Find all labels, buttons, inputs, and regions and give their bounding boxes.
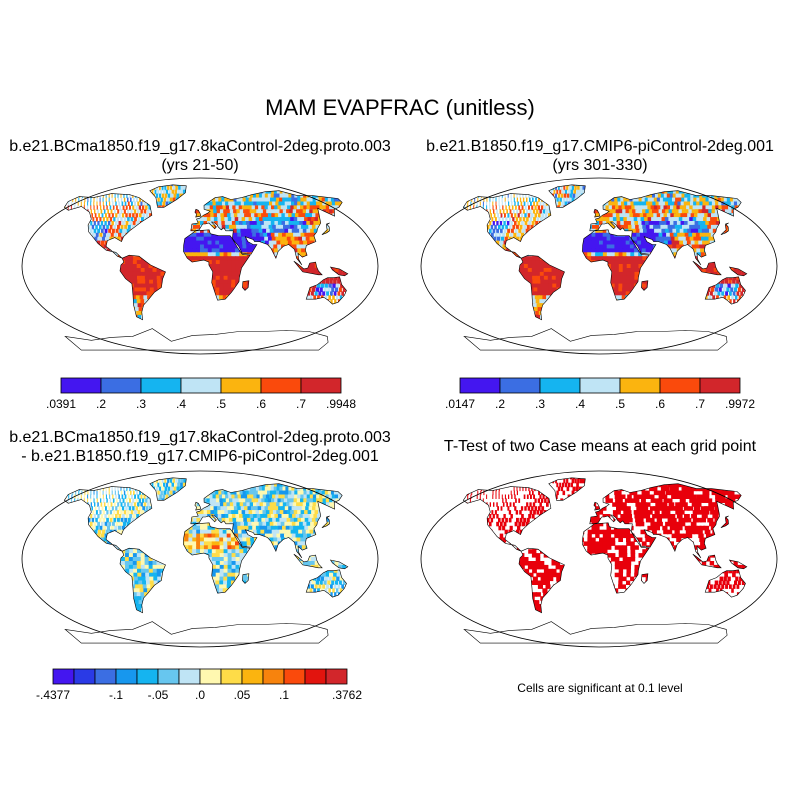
- colorbar-swatch: [499, 377, 541, 394]
- colorbar-swatch: [579, 377, 621, 394]
- colorbar-label: .7: [295, 397, 307, 411]
- colorbar-label: .4: [574, 397, 586, 411]
- panel-title-line2: (yrs 21-50): [161, 157, 239, 174]
- colorbar-swatch: [136, 668, 159, 685]
- colorbar-swatch: [100, 377, 142, 394]
- colorbar-swatch: [178, 668, 201, 685]
- map-bottom-right: [420, 470, 778, 648]
- panel-title-top-left: b.e21.BCma1850.f19_g17.8kaControl-2deg.p…: [0, 137, 400, 175]
- colorbar-label: .2: [494, 397, 506, 411]
- significance-note: Cells are significant at 0.1 level: [517, 681, 683, 695]
- colorbar-swatch: [52, 668, 75, 685]
- map-top-left: [21, 177, 379, 355]
- colorbar-swatch: [60, 377, 102, 394]
- colorbar-labels-top-right: .0147 .2 .3 .4 .5 .6 .7 .9972: [445, 397, 755, 413]
- colorbar-swatch: [94, 668, 117, 685]
- colorbar-swatch: [262, 668, 285, 685]
- colorbar-swatch: [325, 668, 348, 685]
- colorbar-swatch: [300, 377, 342, 394]
- colorbar-label: .6: [255, 397, 267, 411]
- colorbar-label: .2: [95, 397, 107, 411]
- panel-title-bottom-left: b.e21.BCma1850.f19_g17.8kaControl-2deg.p…: [0, 428, 400, 466]
- colorbar-label: .7: [694, 397, 706, 411]
- colorbar-swatch: [539, 377, 581, 394]
- colorbar-label: .3: [534, 397, 546, 411]
- panel-title-line1: b.e21.BCma1850.f19_g17.8kaControl-2deg.p…: [9, 429, 391, 446]
- colorbar-swatch: [699, 377, 741, 394]
- panel-title-line1: b.e21.B1850.f19_g17.CMIP6-piControl-2deg…: [426, 138, 774, 155]
- colorbar-label: .0391: [45, 397, 77, 411]
- colorbar-label: -.1: [108, 688, 124, 702]
- colorbar-swatch: [220, 668, 243, 685]
- colorbar-label: .1: [278, 688, 290, 702]
- colorbar-label: .5: [215, 397, 227, 411]
- panel-title-line2: - b.e21.B1850.f19_g17.CMIP6-piControl-2d…: [21, 448, 379, 465]
- colorbar-swatch: [659, 377, 701, 394]
- colorbar-label: -.4377: [35, 688, 71, 702]
- panel-title-line1: T-Test of two Case means at each grid po…: [443, 438, 757, 455]
- main-title: MAM EVAPFRAC (unitless): [265, 95, 535, 120]
- map-bottom-left: [21, 470, 379, 648]
- colorbar-swatch: [140, 377, 182, 394]
- colorbar-top-left: [60, 377, 342, 394]
- colorbar-swatch: [220, 377, 262, 394]
- colorbar-top-right: [459, 377, 741, 394]
- colorbar-swatch: [283, 668, 306, 685]
- colorbar-label: .05: [233, 688, 251, 702]
- colorbar-label: .9948: [325, 397, 357, 411]
- colorbar-label: .0147: [444, 397, 476, 411]
- colorbar-swatch: [180, 377, 222, 394]
- colorbar-bottom-left: [52, 668, 348, 685]
- colorbar-swatch: [619, 377, 661, 394]
- colorbar-label: -.05: [147, 688, 169, 702]
- colorbar-labels-bottom-left: -.4377 -.1 -.05 .0 .05 .1 .3762: [36, 688, 362, 704]
- colorbar-label: .4: [175, 397, 187, 411]
- panel-title-line2: (yrs 301-330): [552, 157, 648, 174]
- map-top-right: [420, 177, 778, 355]
- colorbar-swatch: [115, 668, 138, 685]
- colorbar-label: .3762: [331, 688, 363, 702]
- colorbar-swatch: [304, 668, 327, 685]
- colorbar-swatch: [459, 377, 501, 394]
- colorbar-label: .9972: [724, 397, 756, 411]
- colorbar-swatch: [199, 668, 222, 685]
- colorbar-label: .6: [654, 397, 666, 411]
- colorbar-label: .3: [135, 397, 147, 411]
- panel-title-top-right: b.e21.B1850.f19_g17.CMIP6-piControl-2deg…: [400, 137, 800, 175]
- panel-title-line1: b.e21.BCma1850.f19_g17.8kaControl-2deg.p…: [9, 138, 391, 155]
- colorbar-labels-top-left: .0391 .2 .3 .4 .5 .6 .7 .9948: [46, 397, 356, 413]
- colorbar-label: .0: [194, 688, 206, 702]
- colorbar-swatch: [260, 377, 302, 394]
- colorbar-label: .5: [614, 397, 626, 411]
- colorbar-swatch: [241, 668, 264, 685]
- colorbar-swatch: [157, 668, 180, 685]
- panel-title-bottom-right: T-Test of two Case means at each grid po…: [400, 437, 800, 456]
- colorbar-swatch: [73, 668, 96, 685]
